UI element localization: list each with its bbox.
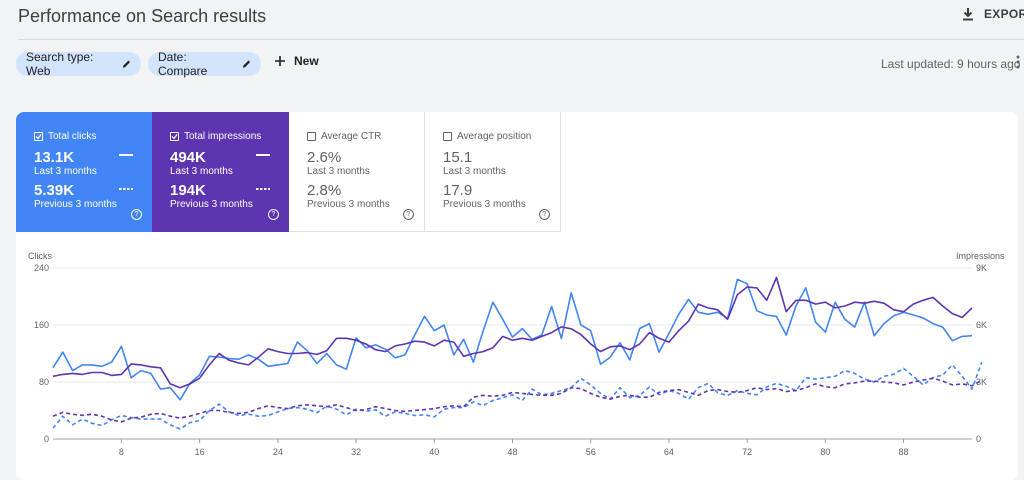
- y-right-tick-label: 3K: [976, 377, 987, 387]
- help-icon[interactable]: ?: [403, 209, 414, 220]
- clicks-current-series-line: [52, 278, 973, 401]
- header: Performance on Search results EXPORT: [0, 0, 1024, 38]
- y-left-tick-label: 160: [34, 320, 49, 330]
- metric-previous-period: Previous 3 months: [34, 199, 117, 210]
- export-button[interactable]: EXPORT: [962, 7, 1024, 21]
- checkbox-checked-icon[interactable]: [170, 131, 179, 141]
- x-tick-label: 56: [586, 447, 596, 457]
- average-position-header: Average position: [443, 130, 560, 142]
- download-icon: [963, 8, 973, 21]
- x-tick-label: 80: [820, 447, 830, 457]
- checkbox-unchecked-icon[interactable]: [307, 131, 316, 141]
- total-impressions-card[interactable]: Total impressions 494K Last 3 months 194…: [152, 112, 289, 232]
- total-impressions-header: Total impressions: [170, 130, 289, 142]
- y-left-tick-label: 240: [34, 263, 49, 273]
- metric-label: Average CTR: [321, 130, 382, 142]
- metric-previous-value: 5.39K: [34, 182, 75, 199]
- date-filter-chip[interactable]: Date: Compare: [148, 50, 261, 78]
- solid-line-legend-icon: [256, 154, 270, 156]
- metric-label: Total impressions: [184, 130, 262, 142]
- x-tick-label: 72: [742, 447, 752, 457]
- x-tick-label: 48: [507, 447, 517, 457]
- export-label: EXPORT: [984, 7, 1024, 21]
- search-type-filter-chip[interactable]: Search type: Web: [16, 50, 141, 78]
- checkbox-unchecked-icon[interactable]: [443, 131, 452, 141]
- date-filter-label: Date: Compare: [158, 50, 208, 78]
- average-position-card[interactable]: Average position 15.1 Last 3 months 17.9…: [425, 112, 561, 232]
- x-tick-label: 24: [273, 447, 283, 457]
- x-tick-label: 64: [664, 447, 674, 457]
- dashed-line-legend-icon: [256, 188, 270, 190]
- impressions-previous-series-line: [52, 377, 983, 423]
- x-tick-label: 8: [119, 447, 124, 457]
- metric-current-period: Last 3 months: [170, 166, 233, 177]
- page-title: Performance on Search results: [18, 6, 267, 26]
- metric-current-value: 494K: [170, 149, 206, 166]
- y-left-tick-label: 80: [39, 377, 49, 387]
- x-tick-label: 88: [899, 447, 909, 457]
- metric-previous-period: Previous 3 months: [170, 199, 253, 210]
- impressions-current-series-line: [52, 276, 973, 389]
- total-clicks-header: Total clicks: [34, 130, 152, 142]
- x-tick-label: 32: [351, 447, 361, 457]
- y-right-tick-label: 0: [976, 434, 981, 444]
- checkbox-checked-icon[interactable]: [34, 131, 43, 141]
- more-options-icon[interactable]: [1014, 54, 1022, 70]
- metric-label: Total clicks: [48, 130, 97, 142]
- new-filter-label: New: [294, 54, 319, 68]
- performance-panel: Total clicks 13.1K Last 3 months 5.39K P…: [16, 112, 1018, 480]
- edit-icon: [242, 60, 250, 68]
- performance-chart: 0 0 80 3K 160 6K 240 9K 8 16 24 32 40 48 56 64 72 80 88: [34, 263, 987, 457]
- metric-current-value: 2.6%: [307, 149, 342, 166]
- help-icon[interactable]: ?: [131, 209, 142, 220]
- edit-icon: [122, 60, 130, 68]
- metric-current-period: Last 3 months: [34, 166, 97, 177]
- y-left-tick-label: 0: [44, 434, 49, 444]
- metric-label: Average position: [457, 130, 532, 142]
- help-icon[interactable]: ?: [268, 209, 279, 220]
- metric-current-value: 13.1K: [34, 149, 75, 166]
- metric-previous-period: Previous 3 months: [307, 199, 390, 210]
- left-axis-title: Clicks: [28, 251, 52, 261]
- metric-previous-period: Previous 3 months: [443, 199, 526, 210]
- average-ctr-header: Average CTR: [307, 130, 424, 142]
- plus-icon: [275, 56, 285, 66]
- average-ctr-card[interactable]: Average CTR 2.6% Last 3 months 2.8% Prev…: [289, 112, 425, 232]
- metric-previous-value: 17.9: [443, 182, 473, 199]
- metric-previous-value: 194K: [170, 182, 206, 199]
- x-tick-label: 16: [195, 447, 205, 457]
- metric-previous-value: 2.8%: [307, 182, 342, 199]
- new-filter-button[interactable]: New: [274, 54, 319, 68]
- clicks-previous-series-line: [52, 361, 983, 430]
- right-axis-title: Impressions: [956, 251, 1005, 261]
- last-updated-text: Last updated: 9 hours ago: [881, 57, 1021, 71]
- y-right-tick-label: 6K: [976, 320, 987, 330]
- x-tick-label: 40: [429, 447, 439, 457]
- metric-current-period: Last 3 months: [307, 166, 370, 177]
- search-type-filter-label: Search type: Web: [26, 50, 94, 78]
- solid-line-legend-icon: [119, 154, 133, 156]
- metric-current-value: 15.1: [443, 149, 473, 166]
- total-clicks-card[interactable]: Total clicks 13.1K Last 3 months 5.39K P…: [16, 112, 152, 232]
- header-divider: [18, 39, 1024, 40]
- help-icon[interactable]: ?: [539, 209, 550, 220]
- metric-current-period: Last 3 months: [443, 166, 506, 177]
- y-right-tick-label: 9K: [976, 263, 987, 273]
- dashed-line-legend-icon: [119, 188, 133, 190]
